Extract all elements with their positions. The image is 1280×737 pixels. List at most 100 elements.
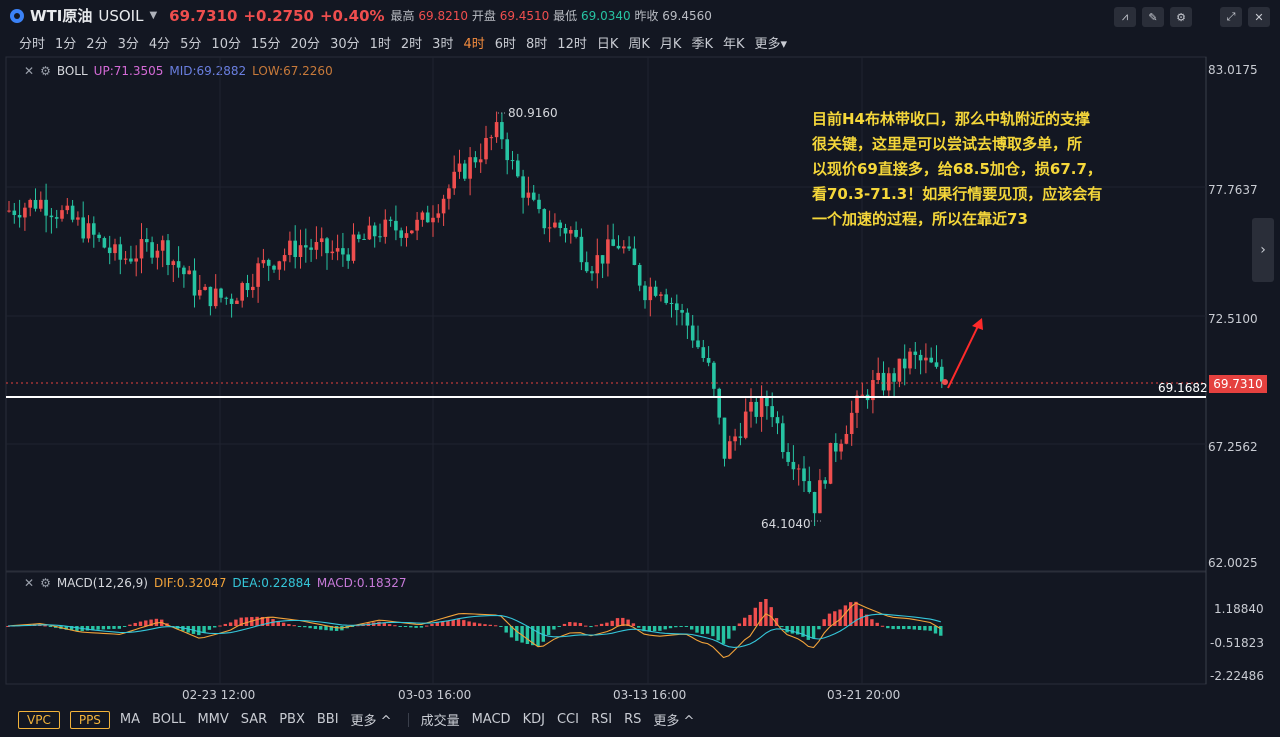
annotation-line: 看70.3-71.3！如果行情要见顶，应该会有	[812, 185, 1103, 203]
chevron-down-icon[interactable]: ▼	[149, 10, 158, 21]
period-tab[interactable]: 1分	[55, 37, 77, 52]
close-icon[interactable]: ✕	[24, 64, 35, 78]
period-tab[interactable]: 更多▾	[754, 37, 788, 52]
low-value: 69.0340	[580, 9, 631, 23]
macd-histogram-bar	[753, 607, 757, 626]
macd-name[interactable]: MACD(12,26,9)	[56, 576, 148, 590]
time-axis-label: 03-21 20:00	[827, 688, 901, 702]
candle-body	[484, 137, 488, 160]
macd-histogram-bar	[345, 626, 349, 629]
main-indicator-sar[interactable]: SAR	[240, 712, 268, 727]
macd-histogram-bar	[880, 625, 885, 627]
main-indicator-more[interactable]: 更多 ^	[350, 714, 392, 729]
period-tab[interactable]: 15分	[250, 37, 281, 52]
candle-body	[637, 264, 642, 286]
symbol-name[interactable]: WTI原油	[30, 7, 93, 25]
candle-body	[860, 394, 865, 396]
sub-indicator-cci[interactable]: CCI	[556, 712, 579, 727]
macd-histogram-bar	[446, 620, 450, 626]
settings-icon[interactable]: ⚙	[1170, 7, 1192, 27]
close-icon[interactable]: ✕	[24, 576, 35, 590]
candle-body	[823, 480, 827, 484]
chevron-right-icon[interactable]: ›	[1252, 218, 1274, 282]
period-tab[interactable]: 12时	[557, 37, 587, 52]
high-label: 最高	[390, 9, 415, 23]
candle-body	[134, 258, 138, 262]
candle-body	[60, 210, 64, 219]
close-icon[interactable]: ✕	[1248, 7, 1270, 27]
sub-indicator-rs[interactable]: RS	[624, 712, 642, 727]
candle-body	[123, 258, 128, 260]
settings-icon[interactable]: ⚙	[40, 576, 51, 590]
period-tab[interactable]: 5分	[180, 37, 202, 52]
pps-badge[interactable]: PPS	[69, 710, 110, 729]
period-tab[interactable]: 3时	[432, 37, 454, 52]
candle-body	[335, 248, 340, 252]
expand-icon[interactable]: ⤢	[1220, 7, 1242, 27]
main-indicator-pbx[interactable]: PBX	[279, 712, 305, 727]
macd-histogram-bar	[154, 618, 159, 626]
period-tab[interactable]: 20分	[290, 37, 321, 52]
candle-body	[139, 239, 144, 259]
period-tab[interactable]: 1时	[369, 37, 391, 52]
macd-histogram-bar	[122, 626, 127, 627]
main-indicator-boll[interactable]: BOLL	[152, 712, 186, 727]
period-tab[interactable]: 日K	[596, 37, 619, 52]
macd-histogram-bar	[85, 626, 90, 631]
sub-indicator-volume[interactable]: 成交量	[420, 714, 460, 729]
period-tab[interactable]: 周K	[628, 37, 650, 52]
period-tab[interactable]: 分时	[19, 37, 46, 52]
macd-histogram-bar	[621, 617, 625, 626]
period-tab[interactable]: 季K	[691, 37, 713, 52]
macd-histogram-bar	[504, 626, 508, 633]
macd-histogram-bar	[430, 623, 434, 626]
sub-indicator-rsi[interactable]: RSI	[590, 712, 613, 727]
sub-indicator-kdj[interactable]: KDJ	[522, 712, 545, 727]
candle-body	[887, 373, 891, 391]
candle-body	[282, 255, 287, 262]
period-tab[interactable]: 10分	[211, 37, 241, 52]
draw-tool-icon[interactable]: ✎	[1142, 7, 1164, 27]
candle-body	[298, 245, 303, 258]
candle-body	[367, 225, 372, 240]
macd-histogram-bar	[313, 626, 318, 629]
period-tab[interactable]: 3分	[117, 37, 139, 52]
main-indicator-mmv[interactable]: MMV	[197, 712, 229, 727]
candle-body	[913, 351, 918, 355]
period-tab[interactable]: 4分	[148, 37, 171, 52]
macd-histogram-bar	[462, 620, 466, 626]
main-indicator-bbi[interactable]: BBI	[316, 712, 339, 727]
candle-body	[918, 354, 923, 361]
symbol-bar: WTI原油 USOIL ▼ 69.7310 +0.2750 +0.40% 最高 …	[10, 5, 712, 26]
indicator-tool-icon[interactable]: ⩘	[1114, 7, 1136, 27]
candle-body	[245, 283, 250, 291]
macd-histogram-bar	[780, 626, 784, 628]
period-tab[interactable]: 2分	[86, 37, 108, 52]
period-tab[interactable]: 4时	[463, 37, 485, 52]
settings-icon[interactable]: ⚙	[40, 64, 51, 78]
candle-body	[897, 358, 902, 382]
sub-indicator-more[interactable]: 更多 ^	[653, 714, 695, 729]
candle-body	[765, 397, 769, 407]
macd-histogram-bar	[387, 624, 392, 626]
macd-histogram-bar	[764, 598, 768, 626]
candle-body	[7, 210, 11, 212]
period-tab[interactable]: 8时	[526, 37, 548, 52]
period-tab[interactable]: 2时	[400, 37, 423, 52]
candle-body	[818, 480, 822, 514]
vpc-badge[interactable]: VPC	[18, 710, 60, 729]
symbol-code[interactable]: USOIL	[98, 6, 144, 25]
period-tab[interactable]: 年K	[722, 37, 745, 52]
candle-body	[542, 209, 547, 229]
sub-indicator-macd[interactable]: MACD	[471, 712, 511, 727]
candle-body	[722, 417, 727, 459]
macd-histogram-bar	[743, 617, 747, 626]
macd-histogram-bar	[393, 625, 397, 627]
period-tab[interactable]: 6时	[494, 37, 517, 52]
period-tab[interactable]: 月K	[659, 37, 682, 52]
main-indicator-ma[interactable]: MA	[119, 712, 141, 727]
period-tab[interactable]: 30分	[330, 37, 360, 52]
macd-histogram-bar	[615, 618, 620, 626]
boll-name[interactable]: BOLL	[56, 64, 88, 78]
macd-histogram-bar	[456, 619, 461, 626]
